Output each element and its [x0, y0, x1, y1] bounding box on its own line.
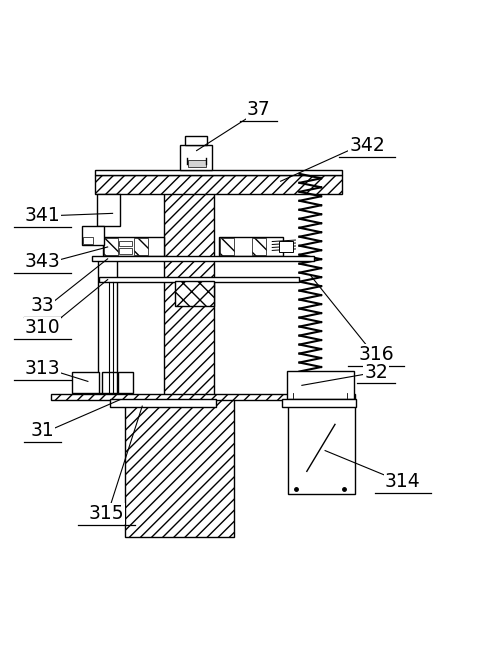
Bar: [97, 194, 120, 226]
Bar: [82, 226, 104, 246]
Bar: [102, 372, 116, 393]
Text: 31: 31: [30, 421, 54, 440]
Text: 343: 343: [24, 252, 60, 272]
Bar: [83, 237, 93, 244]
Bar: [175, 281, 214, 306]
Bar: [134, 238, 148, 256]
Bar: [98, 260, 116, 393]
Text: 313: 313: [24, 359, 60, 378]
Text: 37: 37: [247, 100, 270, 119]
Bar: [288, 399, 355, 494]
Bar: [95, 175, 342, 194]
Bar: [252, 238, 266, 256]
Bar: [110, 399, 216, 407]
Bar: [118, 248, 132, 254]
Text: 341: 341: [24, 206, 60, 225]
Bar: [95, 170, 342, 175]
Bar: [287, 371, 354, 401]
Text: 310: 310: [24, 318, 60, 337]
Bar: [118, 241, 132, 246]
Bar: [220, 238, 234, 256]
Text: 342: 342: [349, 136, 385, 155]
Text: 32: 32: [364, 362, 388, 382]
Bar: [99, 277, 299, 281]
Bar: [118, 372, 133, 393]
Bar: [279, 241, 293, 252]
Bar: [125, 399, 234, 537]
Bar: [219, 237, 283, 256]
Bar: [104, 238, 117, 256]
Bar: [92, 256, 314, 262]
Bar: [103, 237, 165, 256]
Text: 33: 33: [30, 296, 54, 315]
Bar: [72, 372, 99, 393]
Bar: [180, 145, 212, 170]
Bar: [185, 136, 207, 145]
Text: 314: 314: [385, 473, 420, 491]
Bar: [51, 393, 355, 400]
Bar: [188, 161, 205, 167]
Text: 315: 315: [89, 504, 124, 523]
Bar: [165, 174, 214, 401]
Text: 316: 316: [358, 345, 394, 364]
Bar: [282, 399, 356, 407]
